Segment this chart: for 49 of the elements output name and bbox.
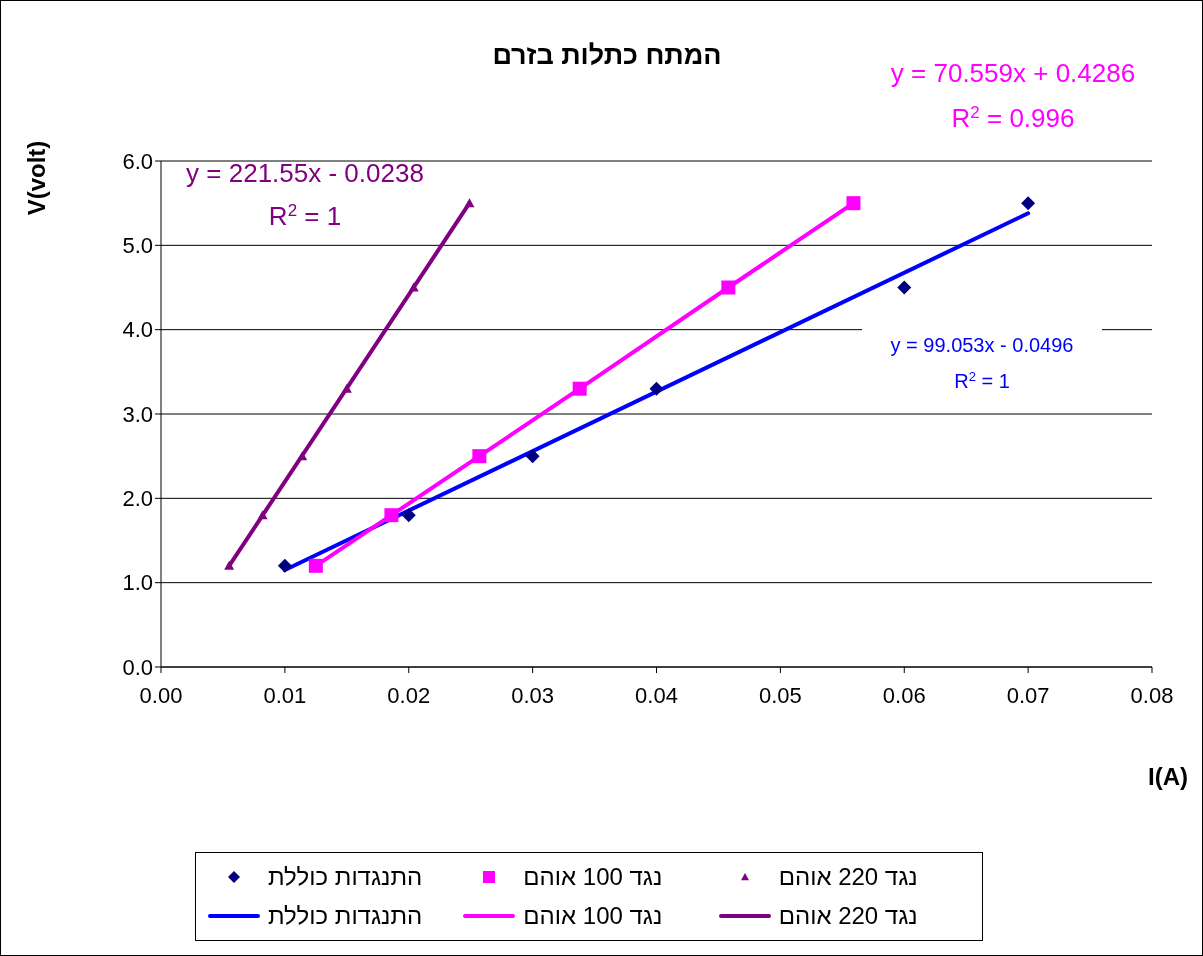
x-tick-label: 0.08 bbox=[1130, 682, 1174, 708]
point bbox=[525, 449, 540, 464]
annotation: y = 221.55x - 0.0238 bbox=[186, 158, 424, 188]
point bbox=[257, 510, 268, 520]
point bbox=[721, 280, 736, 295]
x-axis-title: I(A) bbox=[1148, 763, 1188, 790]
point bbox=[408, 282, 419, 292]
x-tick-label: 0.06 bbox=[882, 682, 926, 708]
point bbox=[464, 198, 475, 208]
chart-title: המתח כתלות בזרם bbox=[492, 40, 722, 70]
point bbox=[384, 508, 399, 523]
x-tick-label: 0.07 bbox=[1006, 682, 1050, 708]
point bbox=[897, 280, 912, 295]
annotation: R$^{2}$ = 1 bbox=[954, 368, 1010, 392]
y-tick-label: 1.0 bbox=[122, 570, 153, 596]
annotation: R$^{2}$ = 1 bbox=[268, 200, 342, 231]
point bbox=[1021, 196, 1036, 211]
point bbox=[572, 381, 587, 396]
legend-label: נגד 100 אוהם bbox=[523, 862, 663, 891]
y-tick-label: 4.0 bbox=[122, 317, 153, 343]
legend-label: נגד 100 אוהם bbox=[523, 902, 663, 931]
x-tick-label: 0.02 bbox=[387, 682, 431, 708]
legend-label: התנגדות כוללת bbox=[268, 902, 423, 931]
legend-label: התנגדות כוללת bbox=[268, 862, 423, 891]
y-tick-label: 5.0 bbox=[122, 233, 153, 259]
point bbox=[846, 196, 861, 211]
x-tick-label: 0.05 bbox=[758, 682, 802, 708]
y-tick-label: 2.0 bbox=[122, 486, 153, 512]
point bbox=[649, 381, 664, 396]
point bbox=[308, 558, 323, 573]
y-tick-label: 0.0 bbox=[122, 654, 153, 680]
x-tick-label: 0.00 bbox=[139, 682, 183, 708]
y-tick-label: 3.0 bbox=[122, 401, 153, 427]
point bbox=[277, 558, 292, 573]
text: y = 70.559x + 0.4286 bbox=[890, 58, 1136, 88]
y-tick-label: 6.0 bbox=[122, 148, 153, 174]
x-tick-label: 0.01 bbox=[263, 682, 307, 708]
point bbox=[297, 451, 308, 461]
point bbox=[341, 383, 352, 393]
point bbox=[472, 449, 487, 464]
point bbox=[224, 560, 235, 570]
x-tick-label: 0.03 bbox=[511, 682, 555, 708]
text: R$^{2}$ = 0.996 bbox=[951, 102, 1075, 133]
legend-label: נגד 220 אוהם bbox=[778, 862, 918, 891]
point bbox=[401, 508, 416, 523]
y-axis-title: V(volt) bbox=[23, 140, 50, 216]
x-tick-label: 0.04 bbox=[635, 682, 678, 708]
annotation: y = 99.053x - 0.0496 bbox=[890, 334, 1074, 356]
legend-label: נגד 220 אוהם bbox=[778, 902, 918, 931]
